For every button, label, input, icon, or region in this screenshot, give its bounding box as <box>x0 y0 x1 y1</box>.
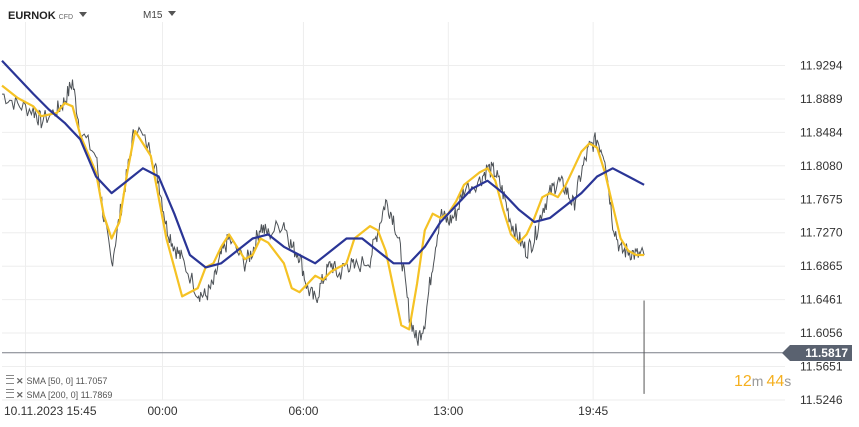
menu-icon[interactable] <box>6 389 14 398</box>
legend-item-sma200[interactable]: ✕ SMA [200, 0] 11.7869 <box>6 389 112 401</box>
x-axis: 10.11.2023 15:45 00:00 06:00 13:00 19:45 <box>4 404 609 418</box>
legend-item-sma50[interactable]: ✕ SMA [50, 0] 11.7057 <box>6 375 107 387</box>
chevron-down-icon <box>168 11 177 16</box>
x-tick-label: 19:45 <box>578 404 608 418</box>
symbol-label: EURNOK <box>8 10 56 22</box>
y-tick-label: 11.7675 <box>800 192 843 206</box>
chart-series <box>1 60 645 346</box>
y-tick-label: 11.6865 <box>800 259 843 273</box>
legend-label: SMA [200, 0] 11.7869 <box>26 390 113 400</box>
y-tick-label: 11.8889 <box>800 92 843 106</box>
instrument-type: CFD <box>58 14 74 21</box>
menu-icon[interactable] <box>6 375 14 384</box>
symbol-selector[interactable]: EURNOK CFD <box>8 10 88 22</box>
x-tick-label: 13:00 <box>433 404 463 418</box>
price-overlay <box>2 300 785 394</box>
y-tick-label: 11.5651 <box>800 360 843 374</box>
timer-minutes-unit: m <box>751 373 764 389</box>
sma50-line <box>1 84 645 331</box>
x-tick-label: 00:00 <box>147 404 177 418</box>
legend-label: SMA [50, 0] 11.7057 <box>26 376 108 386</box>
sma200-line <box>1 60 645 269</box>
x-tick-label: 06:00 <box>288 404 318 418</box>
close-icon[interactable]: ✕ <box>16 376 24 386</box>
timer-minutes: 12 <box>734 373 752 390</box>
y-tick-label: 11.6056 <box>800 326 843 340</box>
timer-seconds: 44 <box>766 373 785 390</box>
y-tick-label: 11.9294 <box>800 58 843 72</box>
price-line <box>2 79 645 346</box>
chart-grid <box>2 22 785 401</box>
y-tick-label: 11.7270 <box>800 226 843 240</box>
x-tick-label: 10.11.2023 15:45 <box>4 404 97 418</box>
candle-countdown: 12m 44s <box>734 373 794 391</box>
close-icon[interactable]: ✕ <box>16 390 24 400</box>
y-tick-label: 11.8484 <box>800 125 843 139</box>
timer-seconds-unit: s <box>784 373 792 389</box>
y-tick-label: 11.6461 <box>800 293 843 307</box>
y-tick-label: 11.5246 <box>800 393 843 407</box>
timeframe-selector[interactable]: M15 <box>143 10 177 21</box>
chevron-down-icon <box>79 12 88 17</box>
timeframe-label: M15 <box>143 10 163 21</box>
y-axis: 11.9294 11.8889 11.8484 11.8080 11.7675 11.72… <box>800 58 843 407</box>
y-tick-label: 11.8080 <box>800 159 843 173</box>
current-price-badge: 11.5817 <box>782 345 852 361</box>
